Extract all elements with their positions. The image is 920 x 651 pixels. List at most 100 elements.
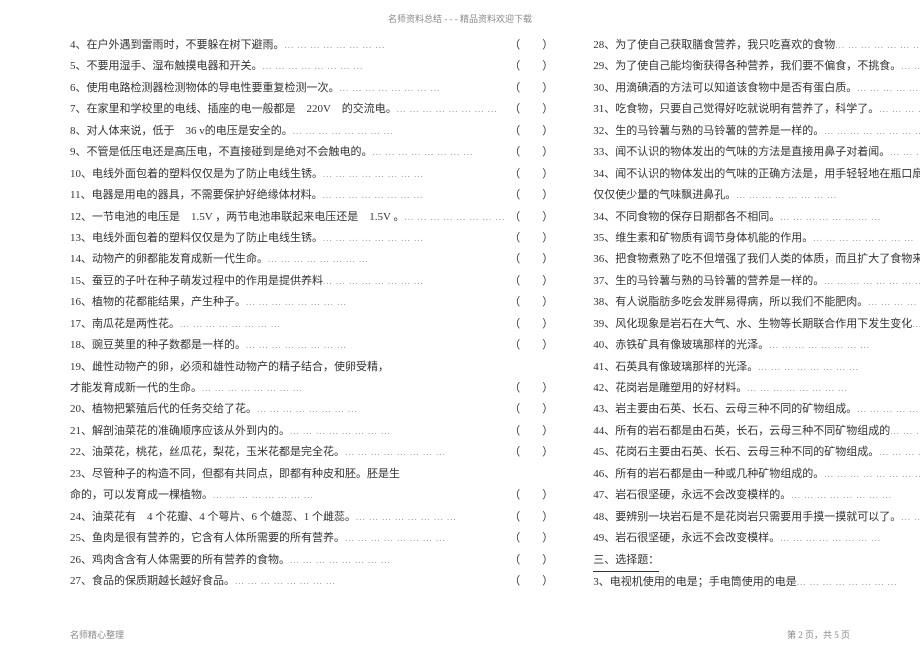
paren-close: ）	[520, 207, 553, 228]
paren-open: （	[505, 399, 520, 420]
paren-open: （	[505, 271, 520, 292]
dots-filler: ... ... ... ... ... ... ... ...	[813, 230, 920, 248]
question-item: 34、不同食物的保存日期都各不相同。... ... ... ... ... ..…	[593, 207, 920, 228]
paren-close: ）	[520, 485, 553, 506]
continuation-text: 仅仅使少量的气味飘进鼻孔。	[593, 185, 736, 206]
paren-open: （	[505, 78, 520, 99]
footer-right: 第 2 页，共 5 页	[787, 628, 850, 641]
question-item: 49、岩石很坚硬，永远不会改变模样。... ... ... ... ... ..…	[593, 528, 920, 549]
paren-close: ）	[520, 142, 553, 163]
question-text: 33、闻不认识的物体发出的气味的方法是直接用鼻子对着闻。	[593, 142, 890, 163]
question-item: 43、岩主要由石英、长石、云母三种不同的矿物组成。... ... ... ...…	[593, 399, 920, 420]
question-text: 16、植物的花都能结果，产生种子。	[70, 292, 246, 313]
question-text: 5、不要用湿手、湿布触摸电器和开关。	[70, 56, 263, 77]
page-footer: 名师精心整理 第 2 页，共 5 页	[0, 628, 920, 641]
question-item: 20、植物把繁殖后代的任务交给了花。... ... ... ... ... ..…	[70, 399, 553, 420]
question-item: 44、所有的岩石都是由石英，长石，云母三种不同矿物组成的... ... ... …	[593, 421, 920, 442]
question-item: 23、尽管种子的构造不同，但都有共同点，即都有种皮和胚。胚是生	[70, 464, 553, 485]
paren-close: ）	[520, 292, 553, 313]
question-text: 9、不管是低压电还是高压电，不直接碰到是绝对不会触电的。	[70, 142, 373, 163]
question-item: 16、植物的花都能结果，产生种子。... ... ... ... ... ...…	[70, 292, 553, 313]
question-text: 11、电器是用电的器具，不需要保护好绝缘体材料。	[70, 185, 323, 206]
dots-filler: ... ... ... ... ... ... ... ...	[246, 337, 505, 355]
question-text: 43、岩主要由石英、长石、云母三种不同的矿物组成。	[593, 399, 857, 420]
question-continuation: 才能发育成新一代的生命。... ... ... ... ... ... ... …	[70, 378, 553, 399]
paren-close: ）	[520, 399, 553, 420]
question-text: 30、用滴碘酒的方法可以知道该食物中是否有蛋白质。	[593, 78, 857, 99]
paren-open: （	[505, 335, 520, 356]
dots-filler: ... ... ... ... ... ... ... ...	[340, 80, 506, 98]
question-item: 13、电线外面包着的塑料仅仅是为了防止电线生锈。... ... ... ... …	[70, 228, 553, 249]
paren-close: ）	[520, 78, 553, 99]
question-item: 11、电器是用电的器具，不需要保护好绝缘体材料。... ... ... ... …	[70, 185, 553, 206]
paren-close: ）	[520, 421, 553, 442]
dots-filler: ... ... ... ... ... ... ... ...	[758, 359, 920, 377]
dots-filler: ... ... ... ... ... ... ... ...	[293, 123, 506, 141]
dots-filler: ... ... ... ... ... ... ... ...	[780, 530, 920, 548]
question-item: 29、为了使自己能均衡获得各种营养，我们要不偏食，不挑食。... ... ...…	[593, 56, 920, 77]
dots-filler: ... ... ... ... ... ... ... ...	[180, 316, 505, 334]
dots-filler: ... ... ... ... ... ... ... ...	[879, 444, 920, 462]
question-text: 48、要辨别一块岩石是不是花岗岩只需要用手摸一摸就可以了。	[593, 507, 901, 528]
question-text: 37、生的马铃薯与熟的马铃薯的营养是一样的。	[593, 271, 824, 292]
question-item: 14、动物产的卵都能发育成新一代生命。... ... ... ... ... .…	[70, 249, 553, 270]
paren-close: ）	[520, 164, 553, 185]
question-text: 19、雌性动物产的卵，必须和雄性动物产的精子结合，使卵受精，	[70, 357, 389, 378]
question-item: 22、油菜花，桃花，丝瓜花，梨花，玉米花都是完全花。... ... ... ..…	[70, 442, 553, 463]
question-text: 13、电线外面包着的塑料仅仅是为了防止电线生锈。	[70, 228, 323, 249]
paren-close: ）	[520, 507, 553, 528]
question-text: 10、电线外面包着的塑料仅仅是为了防止电线生锈。	[70, 164, 323, 185]
question-text: 24、油菜花有 4 个花瓣、4 个萼片、6 个雄蕊、1 个雌蕊。	[70, 507, 356, 528]
paren-open: （	[505, 421, 520, 442]
dots-filler: ... ... ... ... ... ... ... ...	[323, 273, 505, 291]
question-item: 26、鸡肉含含有人体需要的所有营养的食物。... ... ... ... ...…	[70, 550, 553, 571]
dots-filler: ... ... ... ... ... ... ... ...	[747, 380, 920, 398]
dots-filler: ... ... ... ... ... ... ... ...	[235, 573, 505, 591]
paren-open: （	[505, 249, 520, 270]
question-text: 6、使用电路检测器检测物体的导电性要重复检测一次。	[70, 78, 340, 99]
dots-filler: ... ... ... ... ... ... ... ...	[345, 530, 505, 548]
question-text: 4、在户外遇到雷雨时，不要躲在树下避雨。	[70, 35, 285, 56]
question-text: 23、尽管种子的构造不同，但都有共同点，即都有种皮和胚。胚是生	[70, 464, 400, 485]
dots-filler: ... ... ... ... ... ... ... ...	[405, 209, 506, 227]
dots-filler: ... ... ... ... ... ... ... ...	[797, 574, 920, 592]
question-item: 9、不管是低压电还是高压电，不直接碰到是绝对不会触电的。... ... ... …	[70, 142, 553, 163]
question-item: 27、食品的保质期越长越好食品。... ... ... ... ... ... …	[70, 571, 553, 592]
question-item: 45、花岗石主要由石英、长石、云母三种不同的矿物组成。... ... ... .…	[593, 442, 920, 463]
dots-filler: ... ... ... ... ... ... ... ...	[202, 380, 505, 398]
question-text: 17、南瓜花是两性花。	[70, 314, 180, 335]
question-item: 31、吃食物，只要自己觉得好吃就说明有营养了，科学了。... ... ... .…	[593, 99, 920, 120]
dots-filler: ... ... ... ... ... ... ... ...	[857, 80, 920, 98]
dots-filler: ... ... ... ... ... ... ... ...	[791, 487, 920, 505]
dots-filler: ... ... ... ... ... ... ... ...	[290, 552, 505, 570]
question-item: 32、生的马铃薯与熟的马铃薯的营养是一样的。... ... ... ... ..…	[593, 121, 920, 142]
paren-close: ）	[520, 249, 553, 270]
question-text: 35、维生素和矿物质有调节身体机能的作用。	[593, 228, 813, 249]
question-item: 36、把食物煮熟了吃不但增强了我们人类的体质，而且扩大了食物来源。... ...…	[593, 249, 920, 270]
paren-open: （	[505, 56, 520, 77]
question-text: 7、在家里和学校里的电线、插座的电一般都是 220V 的交流电。	[70, 99, 397, 120]
question-item: 4、在户外遇到雷雨时，不要躲在树下避雨。... ... ... ... ... …	[70, 35, 553, 56]
question-item: 7、在家里和学校里的电线、插座的电一般都是 220V 的交流电。... ... …	[70, 99, 553, 120]
dots-filler: ... ... ... ... ... ... ... ...	[323, 187, 506, 205]
dots-filler: ... ... ... ... ... ... ... ...	[397, 101, 506, 119]
question-text: 34、闻不认识的物体发出的气味的正确方法是，用手轻轻地在瓶口扇动，	[593, 164, 920, 185]
dots-filler: ... ... ... ... ... ... ... ...	[257, 401, 505, 419]
paren-open: （	[505, 35, 520, 56]
paren-open: （	[505, 442, 520, 463]
question-text: 40、赤铁矿具有像玻璃那样的光泽。	[593, 335, 769, 356]
paren-open: （	[505, 507, 520, 528]
paren-close: ）	[520, 56, 553, 77]
question-item: 48、要辨别一块岩石是不是花岗岩只需要用手摸一摸就可以了。... ... ...…	[593, 507, 920, 528]
dots-filler: ... ... ... ... ... ... ... ...	[345, 444, 505, 462]
paren-open: （	[505, 164, 520, 185]
question-text: 8、对人体来说，低于 36 v的电压是安全的。	[70, 121, 293, 142]
dots-filler: ... ... ... ... ... ... ... ...	[769, 337, 920, 355]
question-item: 10、电线外面包着的塑料仅仅是为了防止电线生锈。... ... ... ... …	[70, 164, 553, 185]
paren-close: ）	[520, 335, 553, 356]
dots-filler: ... ... ... ... ... ... ... ...	[857, 401, 920, 419]
question-continuation: 仅仅使少量的气味飘进鼻孔。... ... ... ... ... ... ...…	[593, 185, 920, 206]
dots-filler: ... ... ... ... ... ... ... ...	[890, 144, 920, 162]
question-text: 47、岩石很坚硬，永远不会改变模样的。	[593, 485, 791, 506]
paren-close: ）	[520, 35, 553, 56]
